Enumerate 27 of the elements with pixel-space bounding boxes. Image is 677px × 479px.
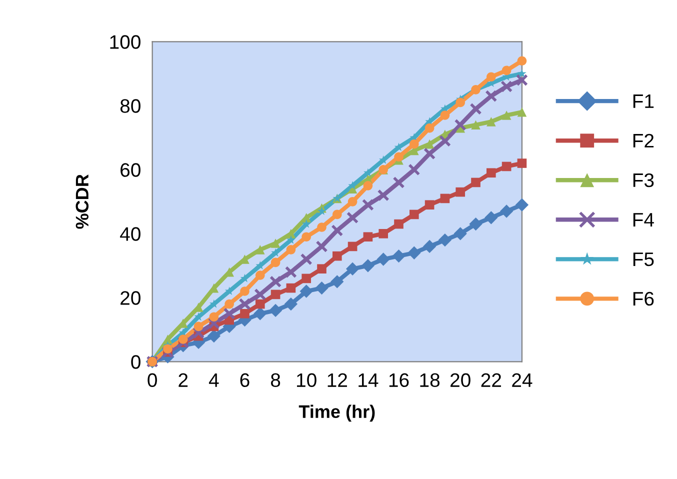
- x-axis-title: Time (hr): [298, 404, 375, 422]
- y-tick-label: 80: [120, 99, 140, 113]
- x-tick-label: 0: [148, 373, 157, 388]
- x-tick-label: 16: [389, 373, 409, 388]
- y-axis-title: %CDR: [76, 174, 89, 229]
- legend-label: F1: [633, 94, 654, 108]
- x-tick-label: 24: [512, 373, 532, 387]
- legend-label: F3: [633, 173, 654, 188]
- x-tick-label: 22: [481, 373, 501, 387]
- legend-label: F6: [633, 292, 654, 306]
- y-tick-label: 20: [120, 291, 140, 305]
- x-tick-label: 2: [178, 373, 188, 387]
- y-tick-label: 60: [120, 163, 140, 177]
- x-tick-label: 8: [270, 373, 280, 388]
- legend-label: F4: [633, 213, 654, 226]
- x-tick-label: 14: [358, 373, 378, 387]
- x-tick-label: 10: [297, 373, 316, 388]
- x-tick-label: 4: [208, 373, 219, 387]
- y-tick-label: 40: [120, 227, 140, 241]
- y-tick-label: 0: [131, 355, 140, 369]
- y-tick-label: 100: [110, 35, 140, 49]
- legend-label: F2: [633, 134, 654, 148]
- x-tick-label: 6: [240, 373, 250, 388]
- x-tick-label: 20: [450, 373, 470, 388]
- legend-label: F5: [633, 252, 654, 266]
- x-tick-label: 18: [420, 373, 440, 388]
- x-tick-label: 12: [328, 373, 347, 387]
